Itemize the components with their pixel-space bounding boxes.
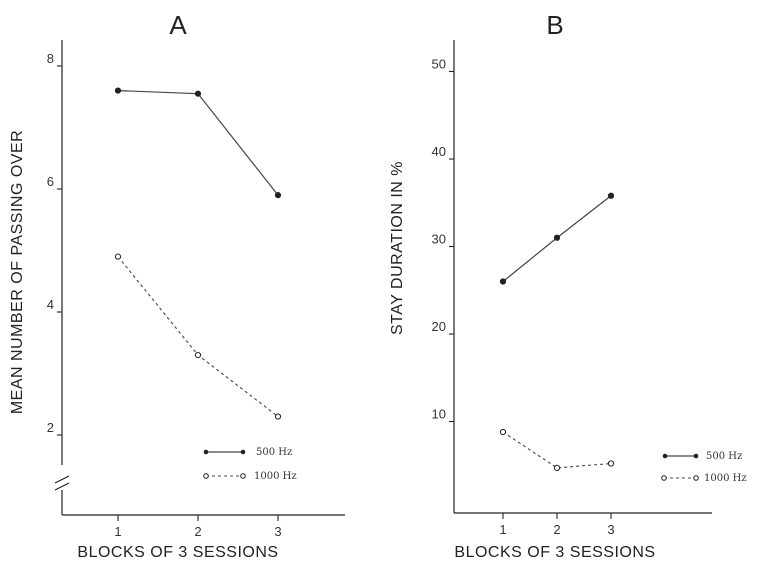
panel-b-series — [499, 192, 615, 471]
y-tick-label: 8 — [47, 51, 54, 66]
x-tick-label: 3 — [274, 524, 281, 539]
data-point-500hz — [553, 234, 561, 241]
data-point-1000hz — [499, 428, 507, 436]
panel-b-x-label: BLOCKS OF 3 SESSIONS — [454, 544, 655, 561]
panel-b-y-label: STAY DURATION IN % — [389, 161, 406, 335]
y-tick-label: 50 — [432, 57, 446, 72]
data-point-500hz — [607, 192, 615, 199]
y-tick-label: 30 — [432, 232, 446, 247]
series-line-1000hz — [502, 431, 612, 469]
y-tick-label: 10 — [432, 407, 446, 422]
panel-a-legend-marker-1000 — [203, 473, 209, 479]
panel-b-legend-marker-1000 — [661, 475, 667, 481]
panel-b-letter: B — [546, 10, 563, 40]
x-tick-label: 1 — [114, 524, 121, 539]
y-tick-label: 2 — [47, 420, 54, 435]
panel-a-legend-label-1000: 1000 Hz — [254, 471, 297, 482]
panel-a-legend-marker-1000b — [240, 473, 246, 479]
data-point-1000hz — [274, 413, 282, 420]
panel-b: B STAY DURATION IN % BLOCKS OF 3 SESSION… — [389, 10, 747, 561]
panel-b-x-ticks: 1 2 3 — [499, 513, 615, 537]
panel-a-y-label: MEAN NUMBER OF PASSING OVER — [9, 130, 26, 414]
panel-a-legend-marker-500 — [203, 449, 209, 455]
data-point-1000hz — [114, 253, 122, 260]
panel-a: A MEAN NUMBER OF PASSING OVER BLOCKS OF … — [9, 10, 345, 561]
data-point-1000hz — [553, 464, 561, 471]
y-tick-label: 6 — [47, 174, 54, 189]
data-point-1000hz — [194, 351, 202, 359]
data-point-1000hz — [607, 460, 615, 467]
y-tick-label: 40 — [432, 144, 446, 159]
panel-a-series — [114, 87, 282, 420]
series-line-1000hz — [117, 256, 279, 417]
x-tick-label: 2 — [194, 524, 201, 539]
series-line-500hz — [117, 90, 279, 196]
panel-b-legend-label-500: 500 Hz — [706, 451, 742, 462]
panel-a-legend-label-500: 500 Hz — [256, 447, 292, 458]
panel-a-x-ticks: 1 2 3 — [114, 515, 282, 539]
panel-b-legend: 500 Hz 1000 Hz — [661, 451, 747, 484]
x-tick-label: 3 — [607, 522, 614, 537]
panel-b-y-ticks: 10 20 30 40 50 — [432, 57, 454, 423]
y-tick-label: 4 — [47, 297, 54, 312]
x-tick-label: 1 — [499, 522, 506, 537]
data-point-500hz — [274, 192, 282, 199]
panel-a-y-ticks: 2 4 6 8 — [47, 51, 62, 436]
data-point-500hz — [114, 87, 122, 94]
panel-b-legend-marker-500 — [662, 453, 668, 459]
panel-a-axis-break — [54, 475, 70, 491]
data-point-500hz — [194, 90, 202, 97]
panel-a-legend-marker-500b — [240, 449, 246, 455]
panel-b-legend-marker-500b — [693, 453, 699, 459]
panel-a-letter: A — [169, 10, 187, 40]
panel-b-legend-marker-1000b — [693, 475, 699, 481]
y-tick-label: 20 — [432, 319, 446, 334]
x-tick-label: 2 — [553, 522, 560, 537]
panel-a-x-label: BLOCKS OF 3 SESSIONS — [77, 544, 278, 561]
panel-b-legend-label-1000: 1000 Hz — [704, 473, 747, 484]
data-point-500hz — [499, 278, 507, 285]
panel-a-legend: 500 Hz 1000 Hz — [203, 447, 297, 482]
